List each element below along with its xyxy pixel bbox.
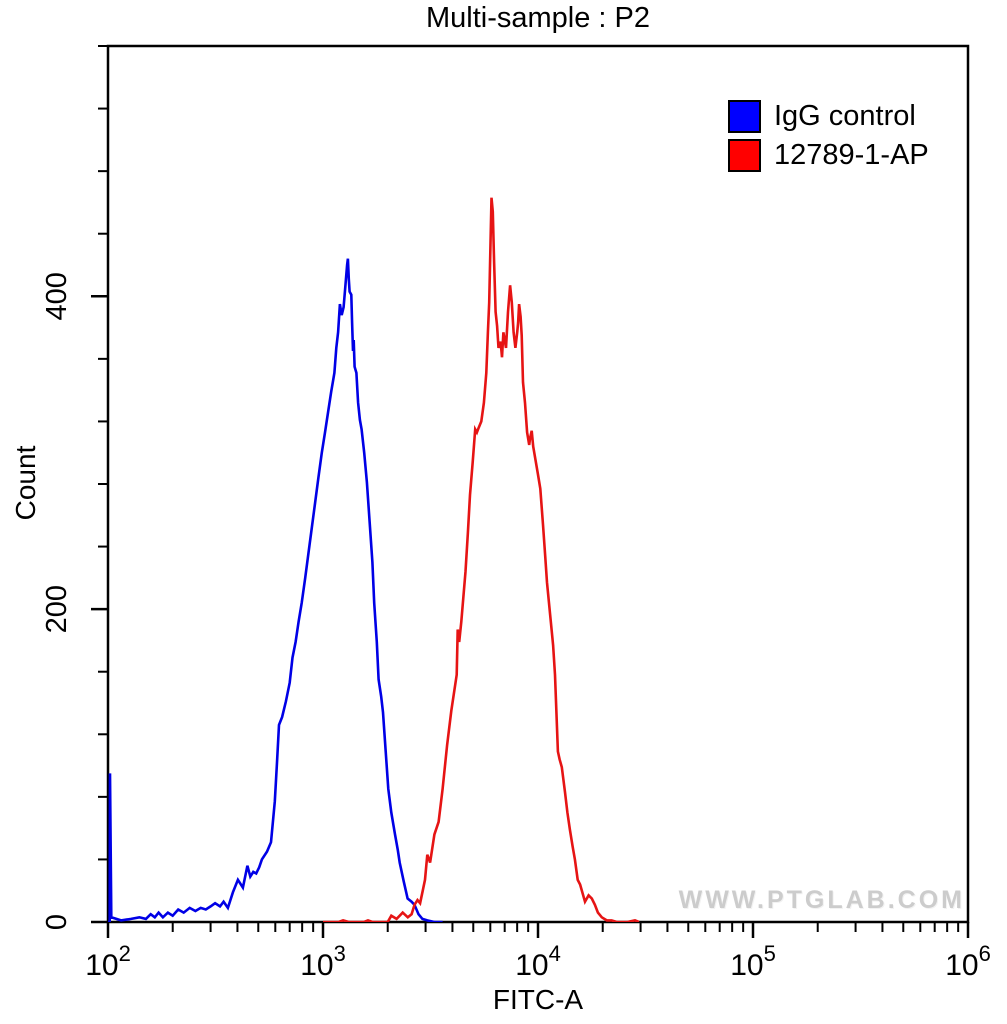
x-tick-label: 102 [85, 941, 131, 982]
x-axis-ticks: 102 103 104 105 106 [85, 922, 991, 982]
y-axis-label: Count [10, 445, 41, 521]
x-tick-label: 105 [730, 941, 776, 982]
x-tick-label: 103 [300, 941, 346, 982]
antibody-color-swatch [728, 138, 761, 172]
igg-control-color-swatch [728, 99, 761, 133]
y-tick-label: 200 [41, 585, 73, 633]
antibody-12789-1-ap-curve [323, 197, 640, 922]
x-tick-label: 104 [515, 941, 561, 982]
watermark: WWW.PTGLAB.COM [678, 886, 965, 914]
plot-border [106, 44, 970, 924]
x-axis-label: FITC-A [492, 984, 584, 1015]
chart-title: Multi-sample : P2 [425, 2, 650, 34]
y-tick-label: 400 [41, 272, 73, 320]
igg-control-curve [108, 258, 443, 922]
y-tick-label: 0 [41, 914, 73, 930]
legend-item-igg-control: IgG control [728, 99, 929, 133]
igg-control-label: IgG control [774, 99, 916, 132]
y-axis-ticks: 0 200 400 [41, 45, 108, 930]
antibody-label: 12789-1-AP [774, 138, 929, 171]
legend: IgG control 12789-1-AP [728, 99, 929, 177]
legend-item-12789-1-ap: 12789-1-AP [728, 138, 929, 172]
x-tick-label: 106 [945, 941, 991, 982]
